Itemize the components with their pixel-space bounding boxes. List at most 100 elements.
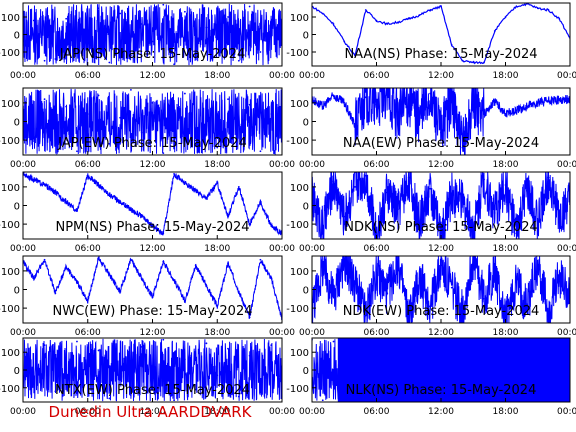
x-tick-label: 00:00 bbox=[557, 244, 576, 254]
chart-title: NLK(NS) Phase: 15-May-2024 bbox=[346, 383, 537, 398]
data-point bbox=[386, 90, 389, 93]
data-point bbox=[130, 208, 132, 211]
y-tick-label: 0 bbox=[14, 202, 20, 213]
plot-area bbox=[312, 88, 570, 155]
data-point bbox=[194, 388, 197, 391]
y-tick-label: 0 bbox=[14, 31, 20, 42]
data-point bbox=[418, 277, 421, 280]
y-tick-label: -100 bbox=[286, 220, 309, 231]
x-tick-label: 12:00 bbox=[428, 160, 454, 170]
data-point bbox=[248, 5, 251, 8]
y-tick-label: 0 bbox=[14, 286, 20, 297]
y-tick-label: 0 bbox=[14, 366, 20, 377]
data-point bbox=[332, 94, 335, 97]
data-point bbox=[130, 88, 132, 91]
chart-panel-1: 100 0 -100 00:00 06:00 12:00 18:00 00:00 JAP(NS)… bbox=[0, 2, 295, 81]
data-point bbox=[321, 105, 324, 108]
series-fill bbox=[337, 338, 570, 402]
x-tick-label: 12:00 bbox=[428, 71, 454, 81]
x-tick-label: 00:00 bbox=[269, 71, 295, 81]
data-point bbox=[65, 266, 68, 269]
data-point bbox=[259, 258, 262, 261]
data-point bbox=[515, 109, 518, 112]
data-point bbox=[183, 182, 186, 185]
data-point bbox=[429, 9, 432, 11]
data-point bbox=[504, 16, 507, 18]
data-point bbox=[547, 176, 550, 179]
data-point bbox=[270, 344, 273, 347]
data-point bbox=[397, 338, 399, 341]
x-tick-label: 00:00 bbox=[299, 407, 325, 417]
data-point bbox=[76, 150, 78, 153]
data-point bbox=[65, 17, 68, 20]
data-point bbox=[558, 17, 561, 20]
data-point bbox=[547, 9, 550, 11]
x-tick-label: 00:00 bbox=[10, 244, 36, 254]
data-point bbox=[216, 305, 219, 308]
x-tick-label: 00:00 bbox=[557, 328, 576, 338]
y-tick-label: 100 bbox=[1, 348, 20, 359]
data-point bbox=[173, 279, 175, 282]
data-point bbox=[97, 184, 100, 186]
x-tick-label: 00:00 bbox=[299, 328, 325, 338]
data-point bbox=[270, 225, 273, 227]
data-point bbox=[54, 58, 57, 60]
data-point bbox=[483, 113, 485, 115]
data-point bbox=[194, 52, 197, 55]
data-point bbox=[140, 277, 143, 280]
x-tick-label: 00:00 bbox=[269, 328, 295, 338]
data-point bbox=[526, 105, 528, 108]
data-point bbox=[259, 381, 262, 384]
chart-title: JAP(EW) Phase: 15-May-2024 bbox=[57, 136, 247, 151]
data-point bbox=[418, 116, 421, 119]
data-point bbox=[321, 12, 324, 15]
data-point bbox=[151, 296, 154, 298]
data-point bbox=[65, 105, 68, 108]
x-tick-label: 00:00 bbox=[299, 160, 325, 170]
data-point bbox=[461, 59, 464, 62]
data-point bbox=[140, 23, 143, 25]
data-point bbox=[173, 118, 175, 121]
data-point bbox=[375, 271, 378, 274]
data-point bbox=[407, 399, 410, 402]
data-point bbox=[493, 399, 496, 402]
data-point bbox=[237, 290, 240, 293]
data-point bbox=[194, 264, 197, 267]
data-point bbox=[407, 318, 410, 321]
data-point bbox=[364, 174, 367, 177]
data-point bbox=[205, 284, 208, 287]
x-tick-label: 00:00 bbox=[10, 328, 36, 338]
y-tick-label: -100 bbox=[286, 304, 309, 315]
data-point bbox=[418, 340, 421, 343]
data-point bbox=[205, 26, 208, 29]
data-point bbox=[43, 59, 46, 62]
x-tick-label: 00:00 bbox=[557, 71, 576, 81]
plot-area bbox=[23, 338, 282, 402]
data-point bbox=[364, 314, 367, 317]
data-point bbox=[515, 232, 518, 235]
y-tick-label: -100 bbox=[0, 384, 20, 395]
data-point bbox=[440, 5, 442, 8]
data-point bbox=[397, 260, 399, 263]
data-point bbox=[515, 397, 518, 400]
data-point bbox=[536, 221, 539, 224]
y-tick-label: -100 bbox=[286, 384, 309, 395]
chart-panel-2: 100 0 -100 00:00 06:00 12:00 18:00 00:00 NAA(NS)… bbox=[286, 2, 576, 81]
chart-panel-9: 100 0 -100 00:00 06:00 12:00 18:00 00:00 NTX(EW)… bbox=[0, 337, 295, 417]
data-point bbox=[397, 113, 399, 115]
data-point bbox=[547, 100, 550, 102]
x-tick-label: 00:00 bbox=[10, 160, 36, 170]
data-point bbox=[354, 54, 356, 57]
x-tick-label: 06:00 bbox=[75, 407, 101, 417]
x-tick-label: 18:00 bbox=[493, 160, 519, 170]
chart-panel-8: 100 0 -100 00:00 06:00 12:00 18:00 00:00 NDK(EW)… bbox=[286, 255, 576, 338]
x-tick-label: 06:00 bbox=[364, 71, 390, 81]
data-point bbox=[130, 258, 132, 261]
chart-panel-6: 100 0 -100 00:00 06:00 12:00 18:00 00:00 NDK(NS)… bbox=[286, 171, 576, 254]
y-tick-label: 100 bbox=[1, 267, 20, 278]
chart-title: NDK(EW) Phase: 15-May-2024 bbox=[343, 304, 540, 319]
y-tick-label: 100 bbox=[290, 267, 309, 278]
data-point bbox=[205, 109, 208, 112]
data-point bbox=[504, 113, 507, 115]
x-tick-label: 18:00 bbox=[204, 160, 230, 170]
